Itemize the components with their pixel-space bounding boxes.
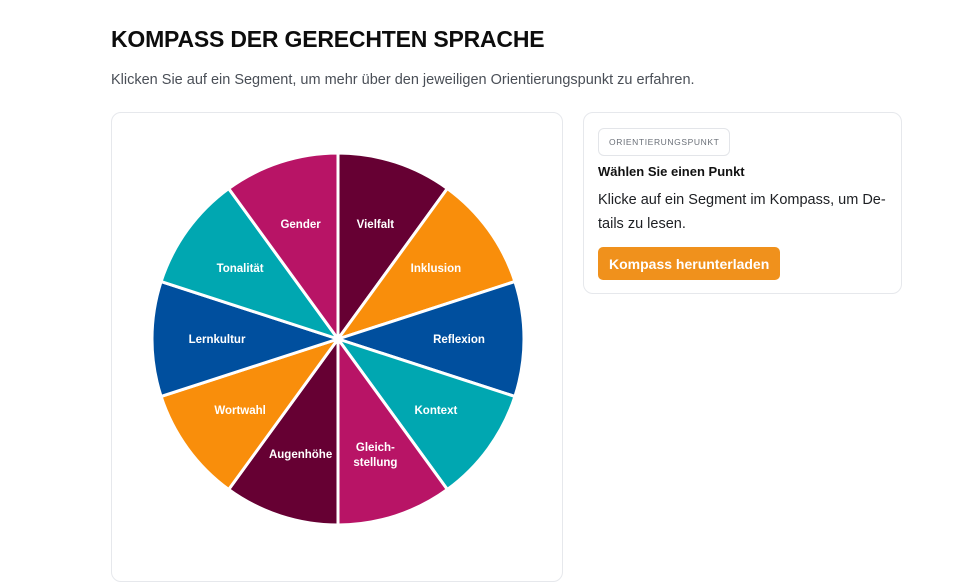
page-title: KOMPASS DER GERECHTEN SPRACHE	[111, 26, 545, 52]
segment-augenhoehe[interactable]	[226, 334, 340, 527]
orientation-badge: ORIENTIERUNGSPUNKT	[598, 128, 731, 156]
compass-card: Vielfalt Inklusion Reflexion Kontext Gleich-…	[111, 112, 563, 582]
info-text: Klicke auf ein Segment im Kompass, um De…	[598, 192, 886, 232]
segment-tonalitaet[interactable]	[159, 186, 342, 342]
page-subtitle: Klicken Sie auf ein Segment, um mehr übe…	[111, 72, 695, 88]
segment-wortwahl[interactable]	[159, 336, 342, 492]
segment-vielfalt[interactable]	[336, 151, 450, 344]
compass-wheel: VielfaltInklusionReflexionKontextGleich-…	[150, 151, 526, 527]
segment-reflexion[interactable]	[333, 279, 526, 399]
segment-gleichstellung[interactable]	[336, 334, 450, 527]
segment-inklusion[interactable]	[334, 186, 517, 342]
segment-kontext[interactable]	[334, 336, 517, 492]
info-title: Wählen Sie einen Punkt	[598, 164, 745, 179]
info-panel: ORIENTIERUNGSPUNKT Wählen Sie einen Punk…	[583, 112, 902, 294]
segment-gender[interactable]	[226, 151, 340, 344]
segment-lernkultur[interactable]	[150, 279, 343, 399]
download-compass-button[interactable]: Kompass herunterladen	[598, 247, 781, 280]
